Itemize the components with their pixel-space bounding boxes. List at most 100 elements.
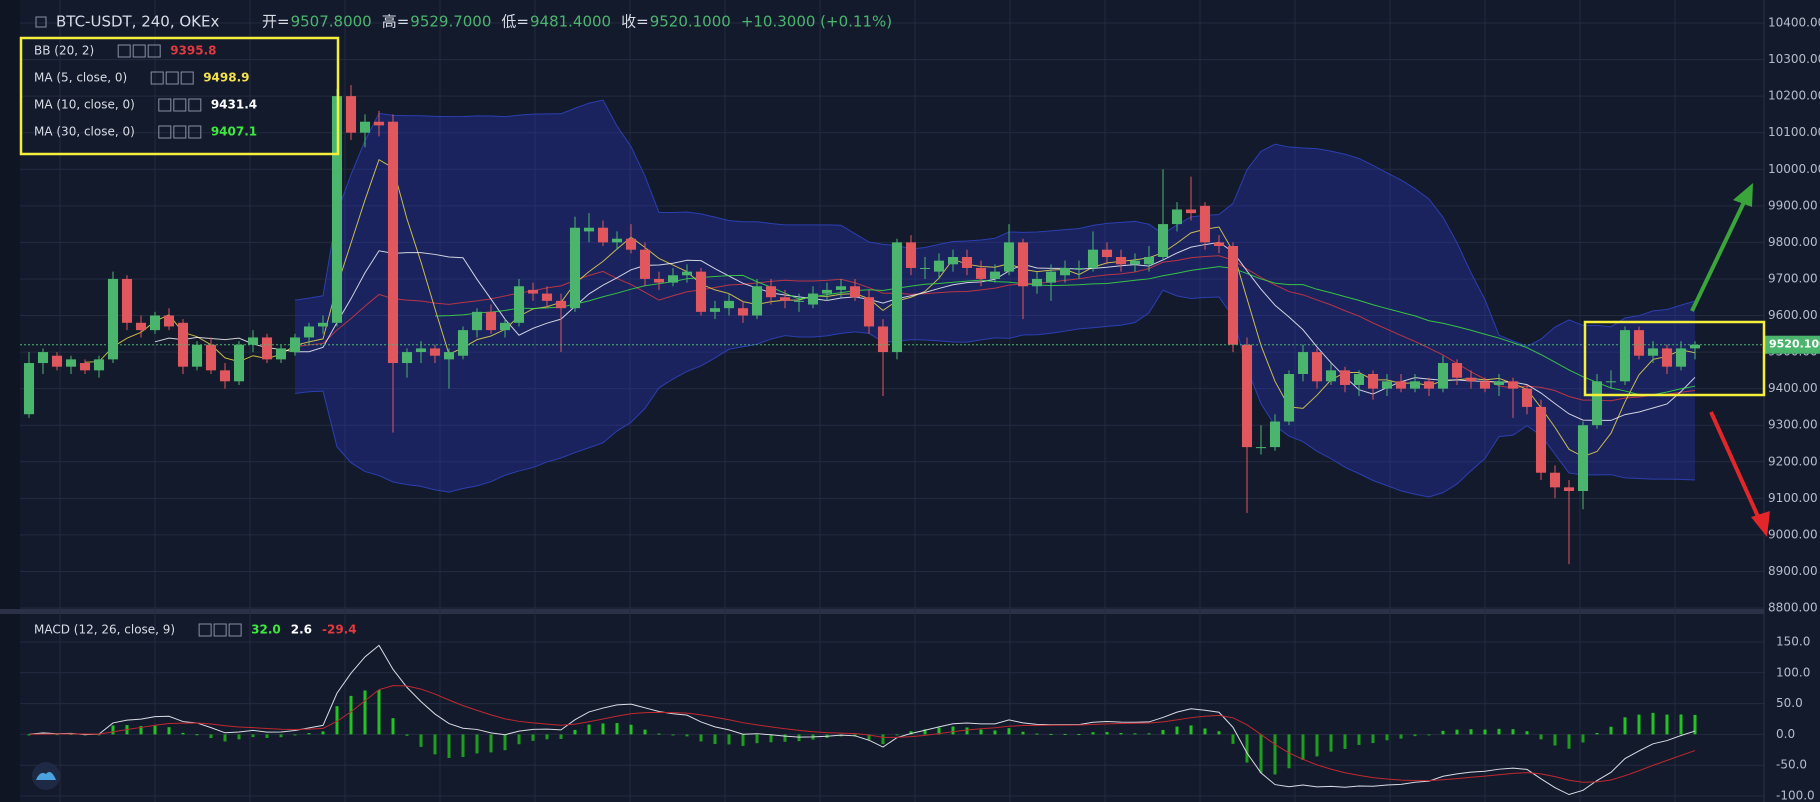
candle-body (569, 227, 581, 309)
macd-histogram (1357, 734, 1361, 745)
candle-body (639, 249, 651, 279)
candle-body (429, 348, 441, 356)
macd-histogram (1665, 714, 1669, 735)
candle-body (1325, 370, 1337, 382)
candle-body (1437, 363, 1449, 389)
signal-line (28, 685, 1696, 783)
macd-histogram (335, 706, 339, 735)
macd-histogram (1315, 734, 1319, 757)
candle-body (807, 293, 819, 305)
candle-body (709, 308, 721, 312)
y-tick-label: 9300.00 (1768, 418, 1818, 432)
candle-body (23, 363, 35, 415)
candle-body (1255, 447, 1267, 449)
candle-body (1143, 257, 1155, 265)
candle-body (1689, 344, 1701, 349)
macd-histogram (587, 724, 591, 735)
y-tick-label: 9700.00 (1768, 271, 1818, 285)
macd-histogram (1581, 734, 1585, 743)
candle-body (1633, 330, 1645, 356)
ohlc-label: 收= (621, 13, 649, 31)
macd-histogram (27, 734, 31, 736)
legend-icon (132, 44, 146, 58)
legend-name: MA (30, close, 0) (34, 125, 135, 139)
y2-tick-label: 100.0 (1776, 665, 1810, 679)
candle-body (79, 363, 91, 371)
candle-body (65, 359, 77, 367)
candle-body (1115, 257, 1127, 265)
legend-icon (158, 98, 172, 112)
y-tick-label: 9000.00 (1768, 527, 1818, 541)
macd-histogram (951, 726, 955, 735)
candle-body (1129, 260, 1141, 265)
candle-body (1353, 374, 1365, 385)
macd-histogram (1567, 734, 1571, 749)
macd-histogram (321, 731, 325, 735)
macd-histogram (307, 733, 311, 735)
candle-body (779, 297, 791, 301)
macd-pane (27, 644, 1697, 796)
candle-body (821, 289, 833, 294)
y2-tick-label: 150.0 (1776, 635, 1810, 649)
candle-body (975, 267, 987, 279)
candle-body (1157, 224, 1169, 257)
candle-body (681, 271, 693, 276)
macd-histogram (1679, 714, 1683, 735)
macd-histogram (1147, 733, 1151, 735)
candle-body (1073, 267, 1085, 269)
last-price-label: 9520.1000 (1769, 338, 1820, 351)
macd-histogram (1497, 728, 1501, 735)
macd-histogram (1217, 731, 1221, 735)
candle-body (219, 370, 231, 382)
macd-histogram (629, 724, 633, 735)
macd-histogram (1049, 733, 1053, 735)
candle-body (261, 337, 273, 360)
macd-histogram (55, 734, 59, 736)
candle-body (1171, 209, 1183, 225)
legend-icon (228, 623, 242, 637)
axis-labels: 8800.00 8900.00 9000.00 9100.00 9200.00 9300.… (1765, 16, 1820, 802)
down-arrow-head (1751, 511, 1770, 537)
y-tick-label: 8800.00 (1768, 601, 1818, 615)
legend-icon (117, 44, 131, 58)
macd-histogram (237, 734, 241, 740)
candle-body (1493, 381, 1505, 385)
legend-icon (150, 71, 164, 85)
legend-name: MA (10, close, 0) (34, 98, 135, 112)
candle-body (1577, 425, 1589, 491)
ohlc-value: 9481.4000 (530, 13, 611, 31)
macd-histogram (965, 727, 969, 735)
candle-body (233, 344, 245, 382)
legend-name: MA (5, close, 0) (34, 71, 127, 85)
macd-histogram (265, 734, 269, 738)
candle-body (1339, 370, 1351, 385)
macd-histogram (97, 734, 101, 736)
ohlc-value: 9529.7000 (410, 13, 491, 31)
candle-body (513, 286, 525, 323)
macd-histogram (1119, 733, 1123, 735)
candle-body (275, 348, 287, 360)
macd-histogram (447, 734, 451, 758)
macd-histogram (293, 734, 297, 736)
macd-histogram (1637, 714, 1641, 735)
macd-histogram (979, 729, 983, 735)
macd-histogram (1343, 734, 1347, 749)
y2-tick-label: -100.0 (1776, 789, 1815, 802)
macd-histogram (881, 734, 885, 745)
highlight-box (1583, 320, 1766, 397)
candle-body (1479, 381, 1491, 389)
macd-histogram (783, 734, 787, 742)
legend-icon (173, 98, 187, 112)
candle-body (1647, 348, 1659, 356)
y-tick-label: 9600.00 (1768, 308, 1818, 322)
legend-icon (173, 125, 187, 139)
macd-histogram (349, 695, 353, 735)
macd-histogram (1231, 734, 1235, 744)
candle-body (849, 286, 861, 298)
candle-body (345, 96, 357, 133)
macd-histogram (923, 729, 927, 735)
candle-body (989, 271, 1001, 279)
macd-histogram (1693, 714, 1697, 735)
